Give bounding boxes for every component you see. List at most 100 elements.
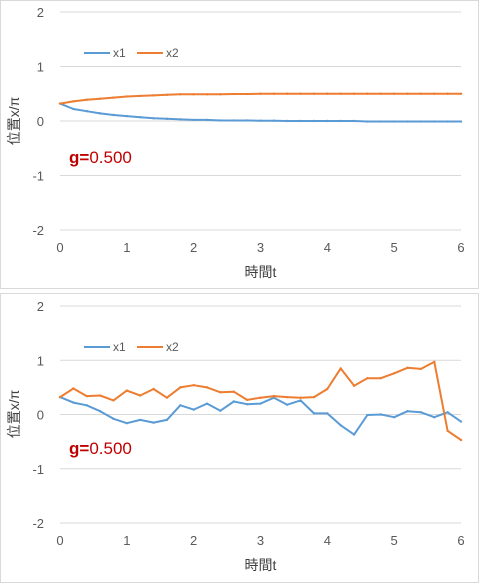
data-point-x1	[259, 402, 262, 405]
data-point-x2	[312, 395, 316, 399]
data-point-x2	[286, 395, 289, 399]
data-point-x1	[326, 119, 329, 123]
data-point-x2	[72, 387, 75, 390]
g-annotation: g=0.500	[69, 439, 132, 458]
data-point-x1	[392, 416, 396, 419]
data-point-x2	[232, 92, 235, 96]
data-point-x1	[98, 112, 102, 115]
data-point-x2	[192, 93, 195, 96]
data-point-x2	[352, 92, 356, 95]
data-point-x1	[459, 120, 463, 123]
y-tick-label: 2	[37, 299, 44, 314]
x-tick-label: 6	[457, 240, 464, 255]
g-equals: =	[79, 439, 89, 458]
chart-panel-top: 2 1 0 -1 -2 0 1 2 3 4 5 6 時間t 位置x/π x1 x2 g=0.500	[0, 0, 479, 289]
data-point-x2	[339, 92, 342, 95]
data-point-x2	[205, 386, 209, 389]
data-point-x1	[433, 120, 436, 123]
data-point-x2	[112, 96, 115, 99]
data-point-x1	[139, 418, 142, 422]
data-point-x2	[72, 100, 75, 103]
data-point-x1	[165, 418, 169, 422]
legend-label-x1: x1	[113, 46, 126, 60]
x-tick-label: 0	[56, 240, 63, 255]
data-point-x2	[205, 93, 209, 96]
data-point-x2	[299, 396, 302, 399]
data-point-x2	[165, 93, 169, 97]
y-tick-label: 0	[37, 114, 44, 129]
data-point-x2	[326, 92, 329, 95]
data-point-x1	[179, 118, 182, 121]
data-point-x2	[312, 92, 316, 95]
data-point-x1	[72, 107, 75, 111]
data-point-x2	[179, 386, 182, 389]
data-point-x2	[339, 367, 342, 370]
data-point-x2	[125, 389, 129, 392]
x-tick-label: 5	[391, 240, 398, 255]
data-point-x2	[98, 97, 102, 100]
data-point-x1	[125, 421, 129, 425]
data-point-x2	[352, 384, 356, 387]
series-line-x2	[59, 360, 462, 441]
data-point-x1	[232, 400, 235, 403]
data-point-x2	[446, 92, 449, 95]
data-point-x1	[219, 409, 222, 412]
line-chart-bottom: 2 1 0 -1 -2 0 1 2 3 4 5 6 時間t 位置x/π x1 x2 g=0.500	[6, 299, 465, 573]
data-point-x1	[219, 119, 222, 122]
line-chart-top: 2 1 0 -1 -2 0 1 2 3 4 5 6 時間t 位置x/π x1 x2 g=0.500	[6, 5, 465, 280]
x-axis-title: 時間t	[245, 264, 277, 280]
data-point-x1	[112, 113, 115, 117]
x-tick-label: 0	[56, 533, 63, 548]
x-tick-label: 3	[257, 240, 264, 255]
data-point-x2	[58, 395, 62, 399]
data-point-x2	[58, 102, 62, 105]
x-tick-label: 2	[190, 533, 197, 548]
data-point-x2	[392, 372, 396, 375]
data-point-x2	[85, 394, 88, 398]
data-point-x1	[85, 109, 88, 113]
data-point-x2	[139, 94, 142, 98]
data-point-x2	[286, 92, 289, 95]
y-tick-label: -2	[32, 223, 44, 238]
data-point-x2	[85, 98, 88, 101]
data-point-x2	[406, 92, 409, 95]
data-point-x1	[459, 420, 463, 423]
data-point-x2	[152, 387, 155, 391]
x-axis-title: 時間t	[245, 557, 277, 573]
legend-label-x2: x2	[166, 340, 179, 354]
data-point-x2	[152, 94, 155, 97]
data-point-x2	[433, 92, 436, 95]
data-point-x1	[286, 403, 289, 406]
data-point-x1	[205, 402, 209, 405]
data-point-x1	[366, 413, 369, 417]
g-equals: =	[79, 148, 89, 167]
data-point-x2	[125, 95, 129, 98]
data-point-x1	[85, 404, 88, 407]
y-axis-title: 位置x/π	[6, 96, 22, 145]
data-point-x2	[219, 93, 222, 96]
data-point-x1	[98, 410, 102, 413]
data-point-x1	[165, 117, 169, 121]
y-tick-label: 1	[37, 353, 44, 368]
data-point-x1	[352, 433, 356, 436]
data-point-x2	[299, 92, 302, 95]
x-tick-label: 1	[123, 240, 130, 255]
y-tick-label: -1	[32, 462, 44, 477]
data-point-x1	[112, 417, 115, 421]
g-label: g	[69, 148, 79, 167]
data-point-x1	[125, 114, 129, 118]
series-line-x2	[59, 92, 461, 105]
data-point-x1	[232, 119, 235, 122]
data-point-x1	[366, 120, 369, 123]
data-point-x2	[459, 438, 463, 442]
data-point-x1	[245, 402, 249, 406]
data-point-x1	[245, 119, 249, 122]
data-point-x2	[139, 394, 142, 397]
data-point-x2	[459, 92, 463, 95]
y-tick-label: 0	[37, 408, 44, 423]
data-point-x2	[326, 387, 329, 391]
data-point-x2	[259, 92, 262, 95]
x-tick-label: 4	[324, 533, 331, 548]
data-point-x2	[98, 394, 102, 397]
g-value: 0.500	[89, 148, 132, 167]
